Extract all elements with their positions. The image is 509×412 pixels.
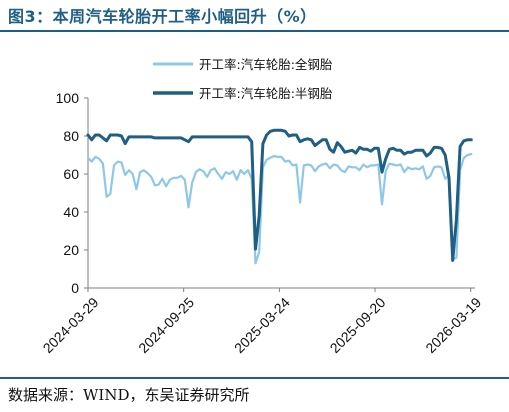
series-line-semi-steel bbox=[86, 128, 473, 262]
y-tick-label: 20 bbox=[63, 242, 79, 258]
legend-label: 开工率:汽车轮胎:全钢胎 bbox=[199, 57, 333, 72]
title-divider bbox=[0, 30, 509, 32]
x-tick-label: 2024-03-29 bbox=[40, 294, 102, 356]
chart-series bbox=[86, 128, 473, 265]
x-tick-label: 2025-09-20 bbox=[327, 294, 389, 356]
x-tick-label: 2025-03-24 bbox=[231, 294, 293, 356]
chart-axes: 0 20 40 60 80 100 2024-03-29 2024-09-25 2025-03-… bbox=[40, 90, 485, 356]
y-tick-label: 40 bbox=[63, 204, 79, 220]
footer-divider bbox=[0, 377, 509, 379]
y-tick-label: 100 bbox=[56, 90, 80, 106]
y-tick-label: 80 bbox=[63, 128, 79, 144]
y-tick-label: 0 bbox=[71, 280, 79, 296]
series-line-all-steel bbox=[86, 153, 473, 265]
y-tick-label: 60 bbox=[63, 166, 79, 182]
x-tick-label: 2024-09-25 bbox=[135, 294, 197, 356]
figure-title: 图3：本周汽车轮胎开工率小幅回升（%） bbox=[8, 7, 317, 26]
source-note: 数据来源：WIND，东吴证券研究所 bbox=[8, 386, 250, 404]
legend-label: 开工率:汽车轮胎:半钢胎 bbox=[199, 86, 333, 101]
x-tick-label: 2026-03-19 bbox=[422, 294, 484, 356]
